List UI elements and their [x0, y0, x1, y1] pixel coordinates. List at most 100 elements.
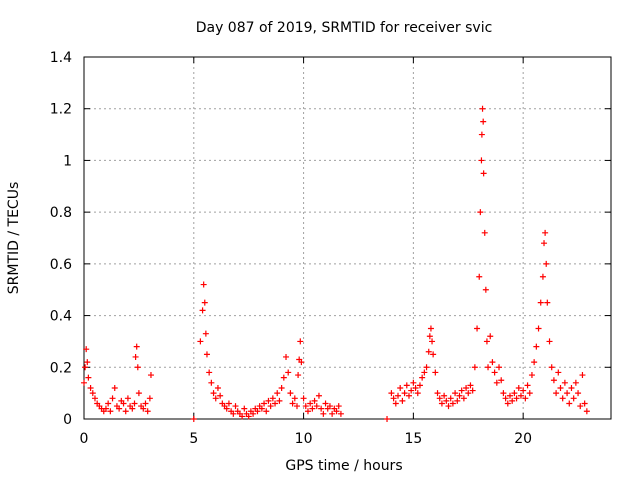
data-point: [491, 369, 498, 376]
data-point: [82, 364, 89, 371]
data-point: [122, 408, 129, 415]
data-point: [480, 170, 487, 177]
data-point: [295, 372, 302, 379]
data-point: [502, 395, 509, 402]
x-tick-labels: 0 5 10 15 20: [80, 431, 533, 447]
data-point: [581, 400, 588, 407]
data-point: [133, 343, 140, 350]
data-point: [568, 384, 575, 391]
data-point: [434, 390, 441, 397]
x-tick-label: 10: [295, 431, 313, 447]
data-point: [285, 369, 292, 376]
data-point: [311, 397, 318, 404]
data-point: [555, 369, 562, 376]
data-point: [190, 416, 197, 422]
data-point: [329, 410, 336, 417]
data-point: [454, 397, 461, 404]
data-point: [533, 343, 540, 350]
data-point: [419, 374, 426, 381]
data-point: [322, 400, 329, 407]
data-point: [333, 408, 340, 415]
y-tick-label: 0.6: [50, 257, 72, 273]
data-point: [85, 374, 92, 381]
data-point: [245, 413, 252, 420]
data-point: [267, 403, 274, 410]
data-point: [142, 400, 149, 407]
data-point: [480, 118, 487, 125]
data-point: [239, 413, 246, 420]
data-point: [500, 390, 507, 397]
data-point: [531, 359, 538, 366]
x-axis-title: GPS time / hours: [285, 458, 402, 474]
data-point: [520, 387, 527, 394]
data-point: [129, 405, 136, 412]
data-point: [84, 359, 91, 366]
data-point: [326, 403, 333, 410]
data-point: [452, 390, 459, 397]
data-point: [261, 400, 268, 407]
data-point: [116, 405, 123, 412]
data-point: [250, 410, 257, 417]
data-point: [337, 410, 344, 417]
data-point: [561, 379, 568, 386]
data-point: [315, 392, 322, 399]
data-point: [445, 403, 452, 410]
x-tick-label: 5: [189, 431, 198, 447]
data-point: [241, 405, 248, 412]
data-point: [395, 392, 402, 399]
data-point: [476, 273, 483, 280]
data-point: [535, 325, 542, 332]
data-point: [509, 397, 516, 404]
data-point: [132, 353, 139, 360]
data-point: [298, 359, 305, 366]
data-point: [203, 351, 210, 358]
data-point: [465, 390, 472, 397]
data-point: [543, 260, 550, 267]
data-point: [463, 384, 470, 391]
data-point: [522, 395, 529, 402]
y-tick-label: 1.2: [50, 102, 72, 118]
data-point: [309, 405, 316, 412]
data-point: [427, 325, 434, 332]
data-point: [412, 384, 419, 391]
y-tick-labels: 0 0.2 0.4 0.6 0.8 1 1.2 1.4: [50, 50, 72, 428]
x-tick-label: 0: [80, 431, 89, 447]
data-point: [304, 408, 311, 415]
data-point: [87, 384, 94, 391]
data-point: [524, 382, 531, 389]
data-point: [414, 390, 421, 397]
data-point: [542, 229, 549, 236]
data-point: [89, 390, 96, 397]
data-point: [511, 390, 518, 397]
data-point: [254, 408, 261, 415]
data-point: [458, 387, 465, 394]
data-point: [197, 338, 204, 345]
data-point: [441, 392, 448, 399]
data-point: [274, 390, 281, 397]
data-point: [91, 395, 98, 402]
data-point: [199, 307, 206, 314]
data-point: [579, 372, 586, 379]
data-point: [481, 229, 488, 236]
data-point: [102, 405, 109, 412]
data-point: [485, 364, 492, 371]
data-point: [307, 400, 314, 407]
plot-frame: [83, 56, 612, 420]
x-tick-label: 15: [404, 431, 422, 447]
data-point: [537, 299, 544, 306]
data-point: [482, 286, 489, 293]
data-point: [200, 281, 207, 288]
data-point: [293, 403, 300, 410]
data-point: [487, 333, 494, 340]
data-point: [276, 397, 283, 404]
data-point: [559, 395, 566, 402]
x-tick-label: 20: [514, 431, 532, 447]
y-tick-label: 0.4: [50, 309, 72, 325]
data-point: [564, 390, 571, 397]
data-point: [287, 390, 294, 397]
data-point: [477, 209, 484, 216]
y-tick-label: 1.4: [50, 50, 72, 66]
data-point: [528, 372, 535, 379]
data-point: [443, 397, 450, 404]
data-point: [526, 390, 533, 397]
